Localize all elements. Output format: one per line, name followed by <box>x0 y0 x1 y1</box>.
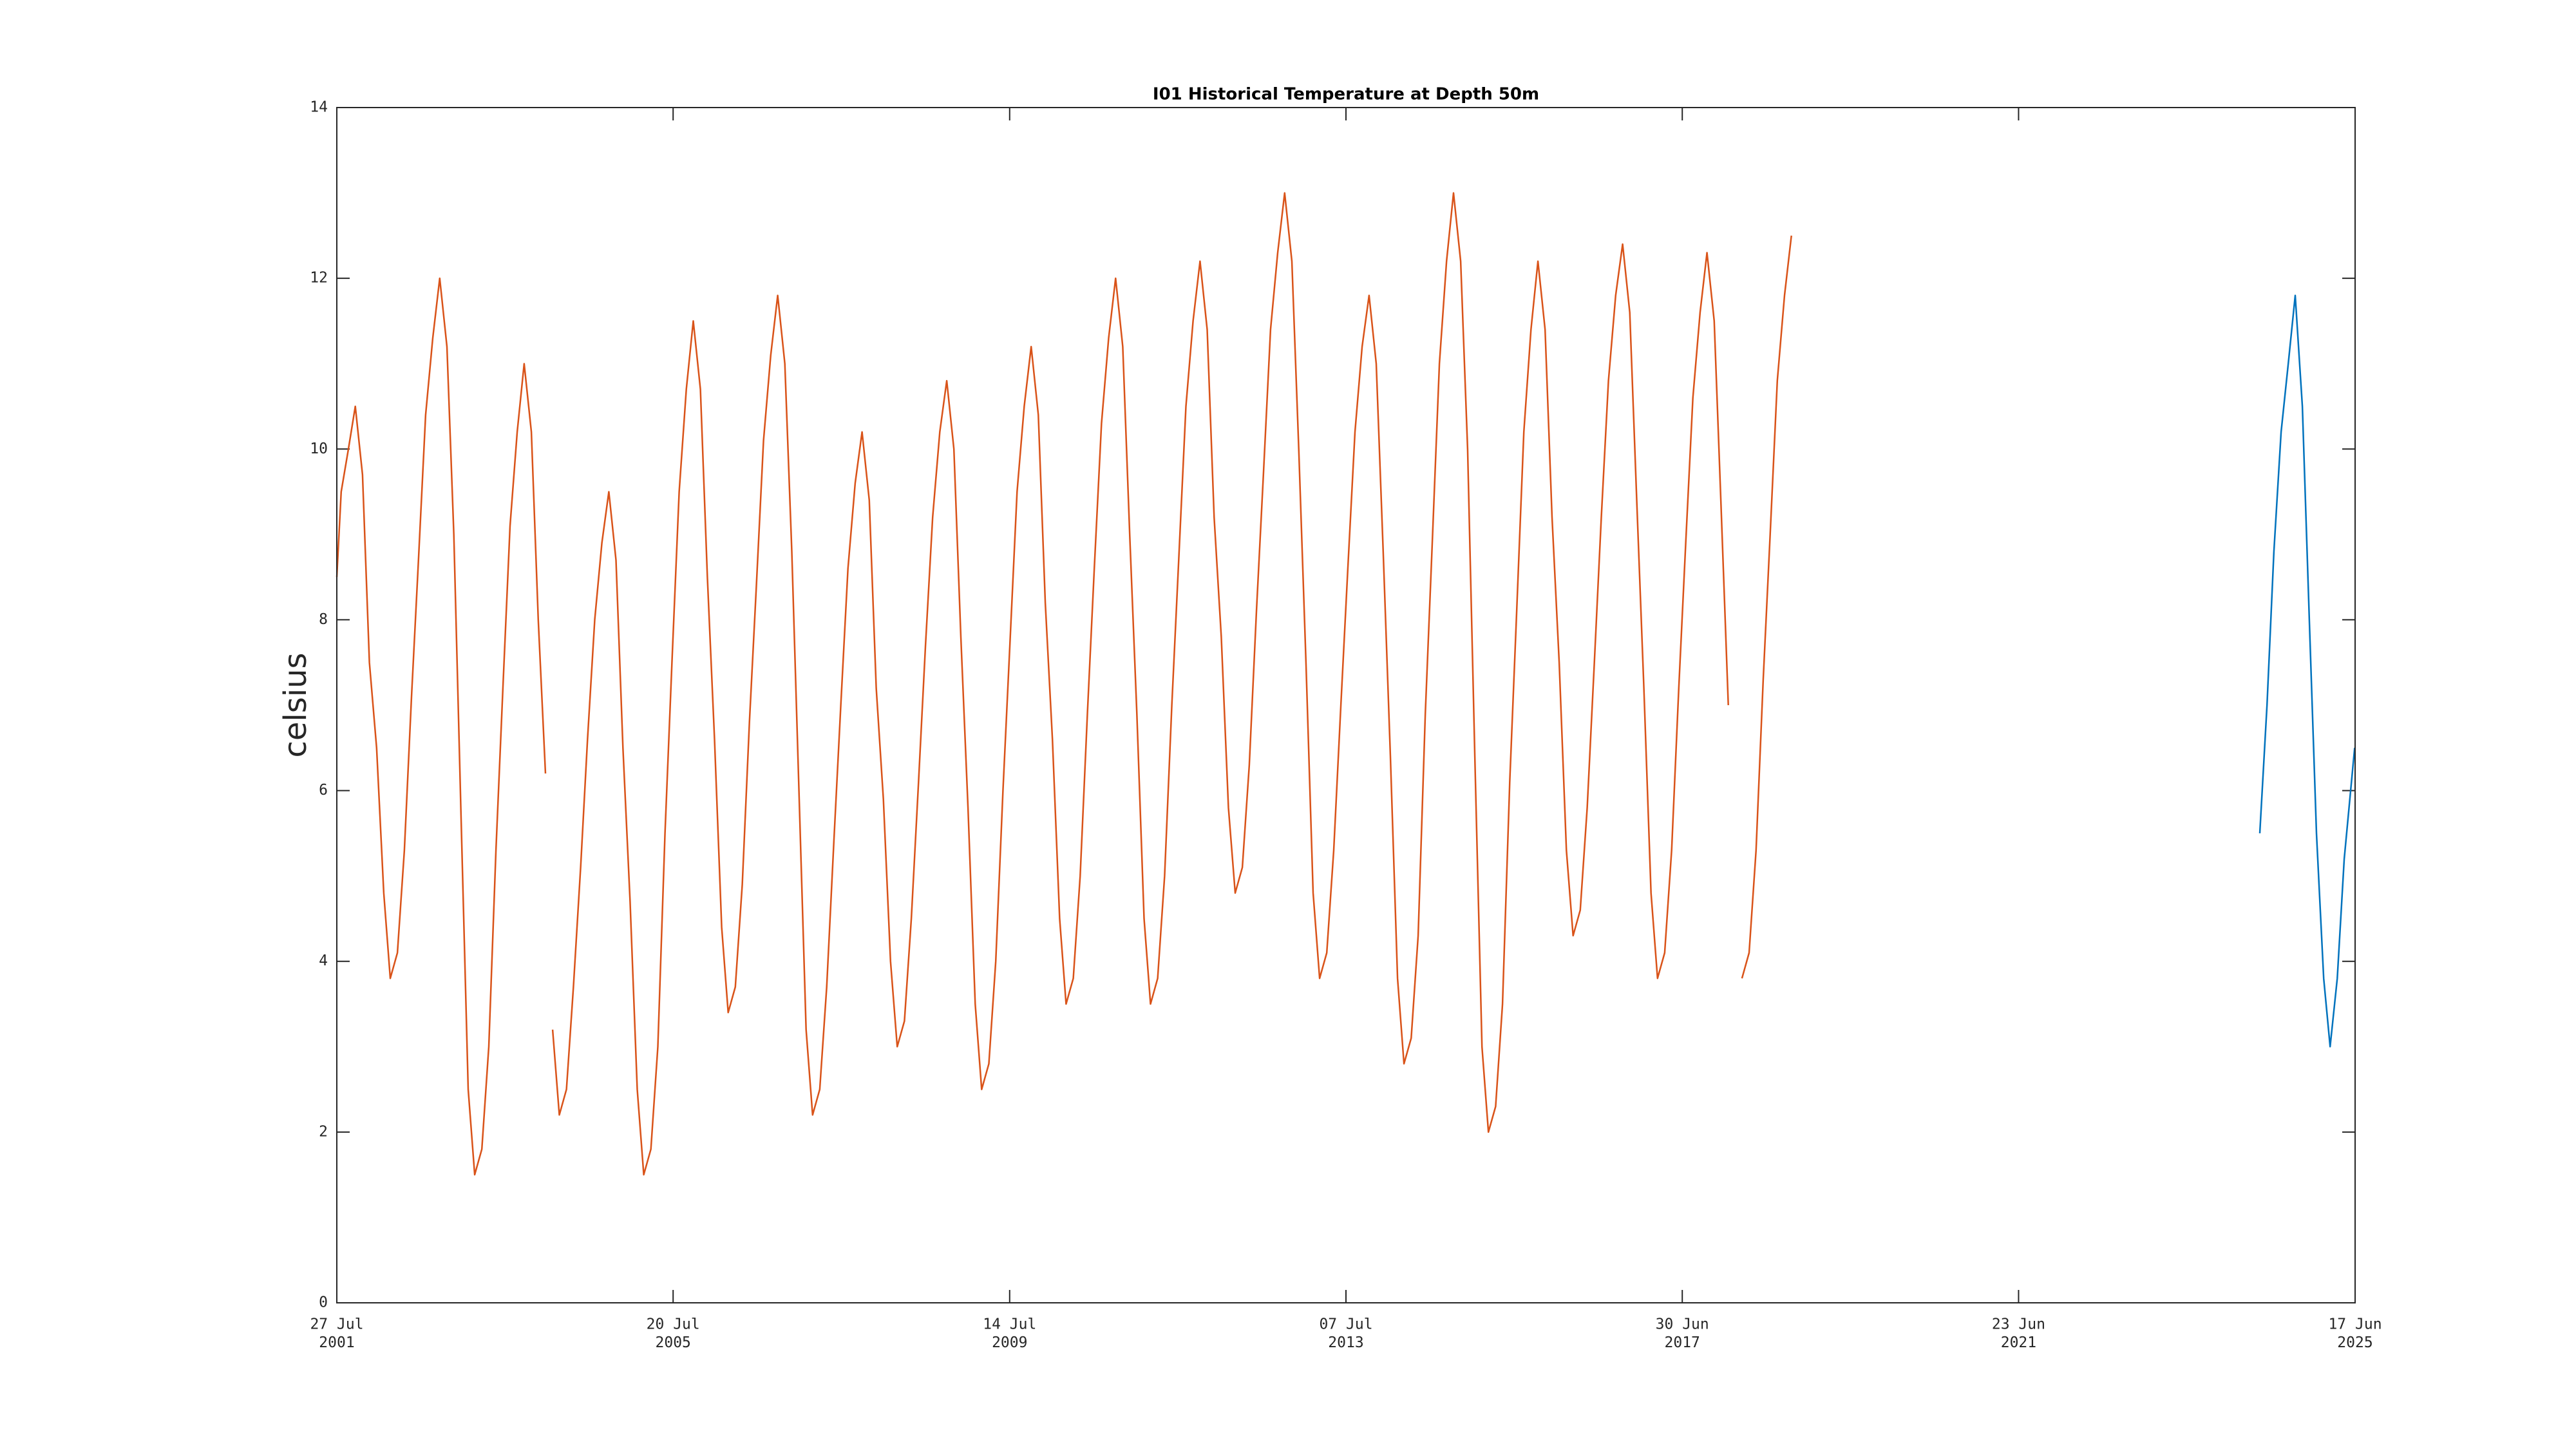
x-tick-label: 30 Jun 2017 <box>1656 1316 1709 1351</box>
y-tick-label: 0 <box>319 1294 328 1311</box>
y-tick-label: 6 <box>319 782 328 799</box>
y-tick-label: 12 <box>310 270 328 287</box>
series-line <box>2259 294 2356 1048</box>
x-tick-label: 20 Jul 2005 <box>647 1316 700 1351</box>
y-tick-label: 4 <box>319 952 328 969</box>
y-tick-label: 14 <box>310 99 328 116</box>
x-tick-label: 23 Jun 2021 <box>1992 1316 2045 1351</box>
y-tick-label: 10 <box>310 440 328 457</box>
x-tick-label: 17 Jun 2025 <box>2328 1316 2382 1351</box>
series-line <box>336 192 1792 1176</box>
axes-box <box>336 107 2356 1303</box>
y-axis-label: celsius <box>278 652 314 757</box>
x-tick-label: 14 Jul 2009 <box>983 1316 1036 1351</box>
y-tick-label: 8 <box>319 611 328 628</box>
x-tick-label: 27 Jul 2001 <box>310 1316 363 1351</box>
x-tick-label: 07 Jul 2013 <box>1319 1316 1372 1351</box>
chart-title: I01 Historical Temperature at Depth 50m <box>1153 85 1539 104</box>
y-tick-label: 2 <box>319 1123 328 1140</box>
